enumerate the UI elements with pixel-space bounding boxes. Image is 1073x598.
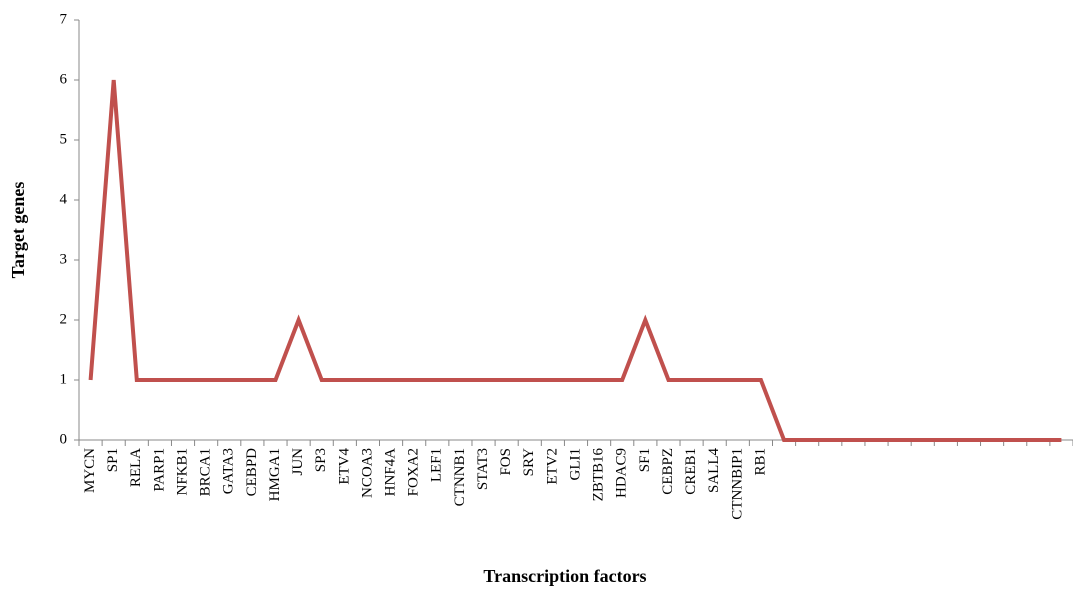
y-tick-label: 5 xyxy=(60,131,68,147)
y-tick-label: 0 xyxy=(60,431,68,447)
x-tick-label: RELA xyxy=(128,448,144,487)
x-tick-label: SP3 xyxy=(313,448,329,472)
x-tick-label: ETV4 xyxy=(336,448,352,485)
x-tick-label: CTNNBIP1 xyxy=(729,448,745,520)
x-tick-label: NCOA3 xyxy=(359,448,375,498)
x-tick-label: BRCA1 xyxy=(198,448,214,496)
x-tick-label: RB1 xyxy=(752,448,768,476)
x-tick-label: NFKB1 xyxy=(174,448,190,496)
y-tick-label: 2 xyxy=(60,311,68,327)
x-tick-label: SRY xyxy=(521,448,537,477)
x-tick-label: STAT3 xyxy=(475,448,491,490)
x-tick-label: ETV2 xyxy=(544,448,560,485)
x-tick-label: JUN xyxy=(290,448,306,476)
x-tick-label: CEBPD xyxy=(244,448,260,497)
x-tick-label: FOXA2 xyxy=(406,448,422,496)
x-tick-label: CTNNB1 xyxy=(452,448,468,506)
y-tick-label: 1 xyxy=(60,371,68,387)
x-tick-label: CREB1 xyxy=(683,448,699,495)
x-tick-label: LEF1 xyxy=(429,448,445,482)
x-tick-label: SALL4 xyxy=(706,448,722,494)
x-tick-label: FOS xyxy=(498,448,514,476)
x-tick-label: MYCN xyxy=(82,448,98,493)
y-tick-label: 4 xyxy=(60,191,68,207)
x-tick-label: HNF4A xyxy=(383,448,399,497)
x-tick-label: SF1 xyxy=(637,448,653,472)
y-tick-label: 6 xyxy=(60,71,68,87)
x-tick-label: PARP1 xyxy=(151,448,167,492)
y-tick-label: 3 xyxy=(60,251,68,267)
x-tick-label: HDAC9 xyxy=(614,448,630,498)
y-axis-title: Target genes xyxy=(8,182,28,279)
x-tick-label: ZBTB16 xyxy=(591,448,607,502)
data-line xyxy=(88,79,1062,442)
x-tick-label: HMGA1 xyxy=(267,448,283,501)
x-tick-label: SP1 xyxy=(105,448,121,472)
x-tick-label: CEBPZ xyxy=(660,448,676,495)
x-tick-label: GATA3 xyxy=(221,448,237,494)
x-tick-label: GLI1 xyxy=(567,448,583,481)
x-axis-title: Transcription factors xyxy=(483,566,646,586)
y-tick-label: 7 xyxy=(60,11,68,27)
